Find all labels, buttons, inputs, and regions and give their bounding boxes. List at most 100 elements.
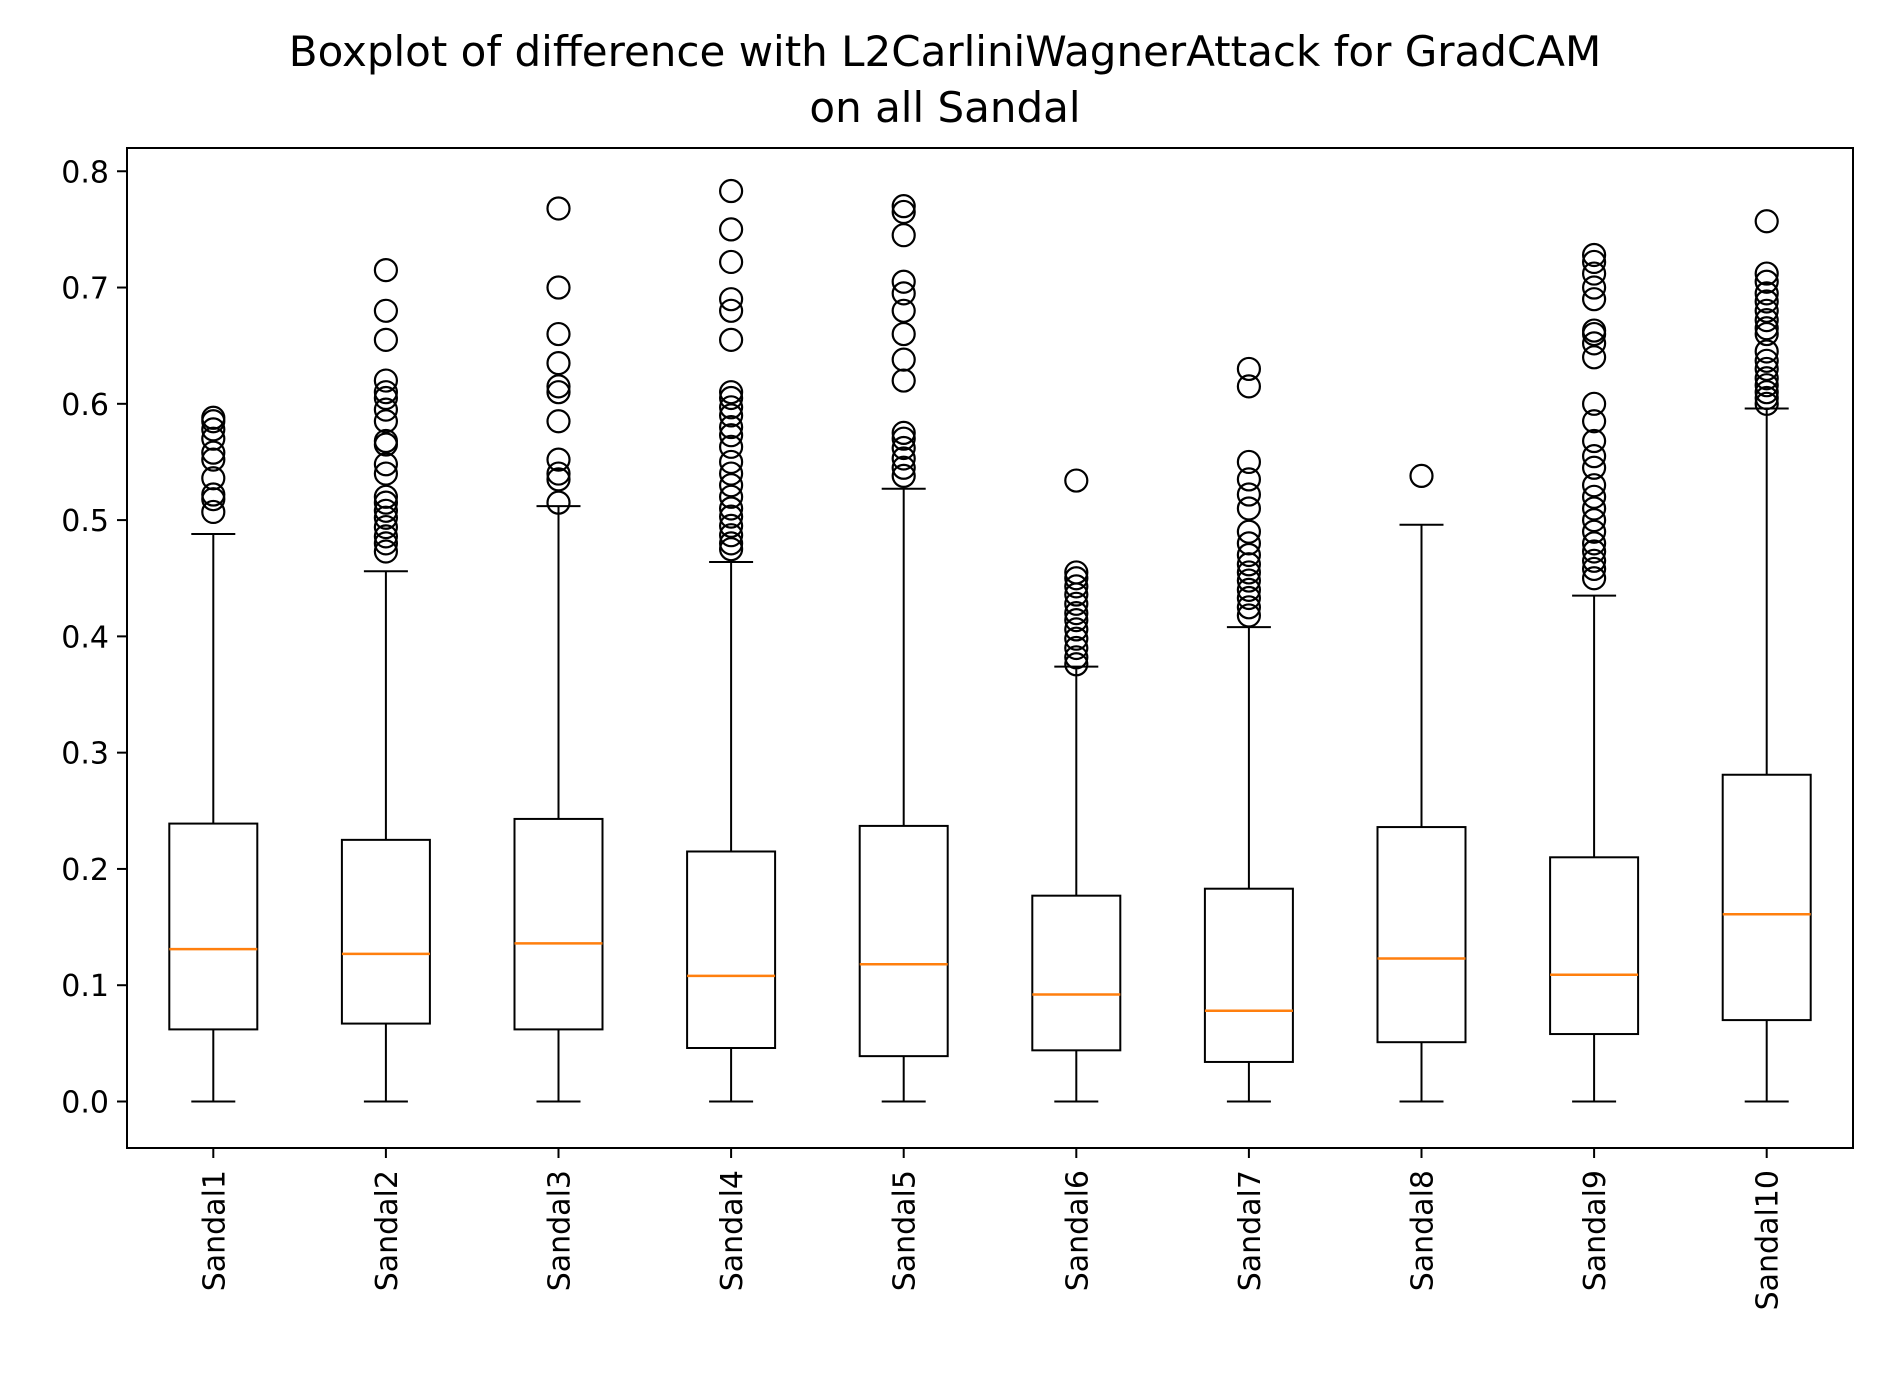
outlier-point	[1754, 289, 1779, 314]
outlier-point	[546, 196, 571, 221]
outlier-point	[1581, 455, 1607, 480]
outlier-point	[373, 397, 398, 422]
outlier-point	[1581, 473, 1607, 498]
box-sandal9	[1549, 856, 1640, 1036]
outlier-point	[718, 496, 744, 521]
outlier-point	[718, 461, 744, 486]
outlier-point	[1581, 345, 1607, 370]
outlier-point	[1754, 269, 1779, 294]
y-tick-label: 0.7	[61, 272, 109, 307]
outlier-point	[718, 531, 744, 556]
outlier-point	[891, 455, 916, 480]
outlier-point	[1754, 316, 1779, 341]
chart-subtitle: on all Sandal	[809, 83, 1081, 132]
outlier-point	[1754, 209, 1779, 234]
outlier-point	[201, 499, 226, 525]
outlier-point	[1581, 275, 1607, 300]
outlier-point	[1581, 444, 1607, 469]
outlier-point	[718, 434, 744, 459]
outlier-point	[718, 537, 744, 562]
outlier-point	[1581, 249, 1607, 275]
outlier-point	[1236, 356, 1262, 382]
y-tick-label: 0.8	[61, 155, 109, 190]
y-tick-label: 0.0	[61, 1085, 109, 1120]
outlier-point	[1064, 574, 1089, 599]
outlier-point	[891, 199, 916, 225]
outlier-point	[891, 223, 916, 248]
box-sandal2	[340, 838, 431, 1025]
outlier-point	[1064, 635, 1089, 661]
outlier-point	[373, 514, 398, 540]
x-tick-label: Sandal9	[1578, 1170, 1613, 1291]
outlier-point	[1581, 287, 1607, 312]
outlier-point	[546, 374, 571, 399]
outlier-point	[1064, 566, 1089, 591]
outlier-point	[373, 461, 398, 486]
outlier-point	[1064, 468, 1089, 493]
outlier-point	[373, 539, 398, 564]
outlier-point	[718, 513, 744, 539]
outlier-point	[1581, 331, 1607, 356]
outlier-point	[891, 463, 916, 489]
y-tick-label: 0.1	[61, 969, 109, 1004]
outlier-point	[891, 426, 916, 451]
outlier-point	[718, 385, 744, 411]
outlier-point	[373, 327, 398, 352]
box-sandal10	[1721, 773, 1812, 1022]
x-tick-label: Sandal5	[888, 1170, 923, 1291]
outlier-point	[1236, 449, 1262, 475]
outlier-point	[1236, 467, 1262, 492]
outlier-point	[1581, 242, 1607, 268]
outlier-point	[1064, 601, 1089, 626]
outlier-point	[1581, 548, 1607, 573]
chart-title: Boxplot of difference with L2CarliniWagn…	[288, 27, 1602, 76]
outlier-point	[373, 484, 398, 509]
y-tick-label: 0.6	[61, 388, 109, 423]
outlier-point	[1236, 374, 1262, 399]
outlier-point	[546, 321, 571, 347]
box-sandal4	[686, 850, 777, 1049]
outlier-point	[891, 321, 916, 347]
outlier-point	[546, 447, 571, 472]
outlier-point	[718, 523, 744, 548]
outlier-point	[1581, 539, 1607, 564]
plot-frame	[126, 147, 1854, 1149]
outlier-point	[373, 490, 398, 515]
outlier-point	[1236, 568, 1262, 593]
outlier-point	[1754, 380, 1779, 405]
outlier-point	[201, 487, 226, 512]
outlier-point	[373, 428, 398, 454]
outlier-point	[1581, 519, 1607, 544]
x-tick-label: Sandal2	[370, 1170, 405, 1291]
outlier-point	[1581, 409, 1607, 434]
outlier-point	[546, 461, 571, 486]
outlier-point	[718, 178, 744, 204]
outlier-point	[546, 380, 571, 405]
outlier-point	[373, 409, 398, 434]
outlier-point	[1754, 391, 1779, 416]
outlier-point	[373, 498, 398, 523]
outlier-point	[718, 249, 744, 275]
outlier-point	[1754, 366, 1779, 391]
outlier-point	[1236, 560, 1262, 585]
x-tick-label: Sandal10	[1751, 1170, 1786, 1310]
outlier-point	[201, 417, 226, 442]
outlier-point	[891, 446, 916, 471]
outlier-point	[891, 298, 916, 323]
outlier-point	[546, 275, 571, 300]
outlier-point	[718, 473, 744, 498]
x-tick-label: Sandal8	[1406, 1170, 1441, 1291]
outlier-point	[718, 395, 744, 420]
outlier-point	[891, 281, 916, 306]
outlier-point	[1236, 482, 1262, 507]
outlier-point	[718, 484, 744, 509]
outlier-point	[373, 524, 398, 549]
outlier-point	[1581, 391, 1607, 416]
box-sandal1	[168, 822, 259, 1031]
outlier-point	[718, 504, 744, 529]
outlier-point	[373, 380, 398, 405]
outlier-point	[1581, 507, 1607, 533]
outlier-point	[891, 420, 916, 445]
outlier-point	[201, 482, 226, 507]
outlier-point	[891, 368, 916, 393]
